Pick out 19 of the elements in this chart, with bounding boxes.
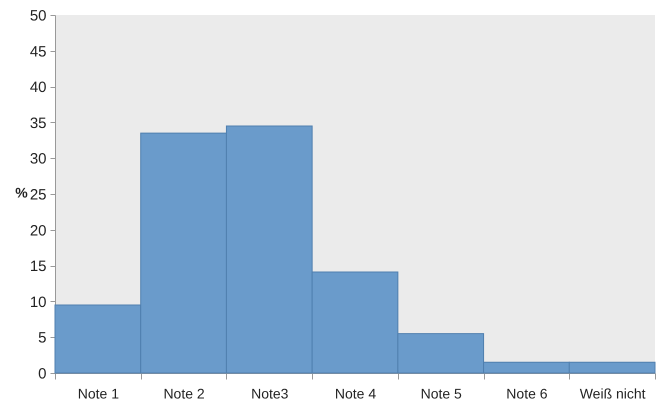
y-tick-label: 15 [30,258,46,276]
x-tick-label: Weiß nicht [580,386,646,402]
y-tick-label: 35 [30,114,46,132]
y-tick-label: 40 [30,79,46,96]
x-tick-label: Note 5 [420,386,462,402]
x-tick-label: Note3 [251,386,289,402]
y-tick-label: 50 [30,8,46,24]
y-tick-label: 0 [38,366,46,382]
x-tick-label: Note 2 [163,386,205,402]
y-tick-label: 25 [30,186,46,204]
y-tick-label: 30 [30,150,46,168]
y-tick-label: 20 [30,222,46,240]
y-tick-label: 10 [30,294,46,311]
y-tick-label: 45 [30,43,46,60]
y-tick-label: 5 [38,330,46,347]
x-tick-label: Note 4 [334,386,376,402]
y-axis-title: % [15,184,28,200]
x-tick-label: Note 6 [506,386,548,402]
x-tick-label: Note 1 [78,386,120,402]
